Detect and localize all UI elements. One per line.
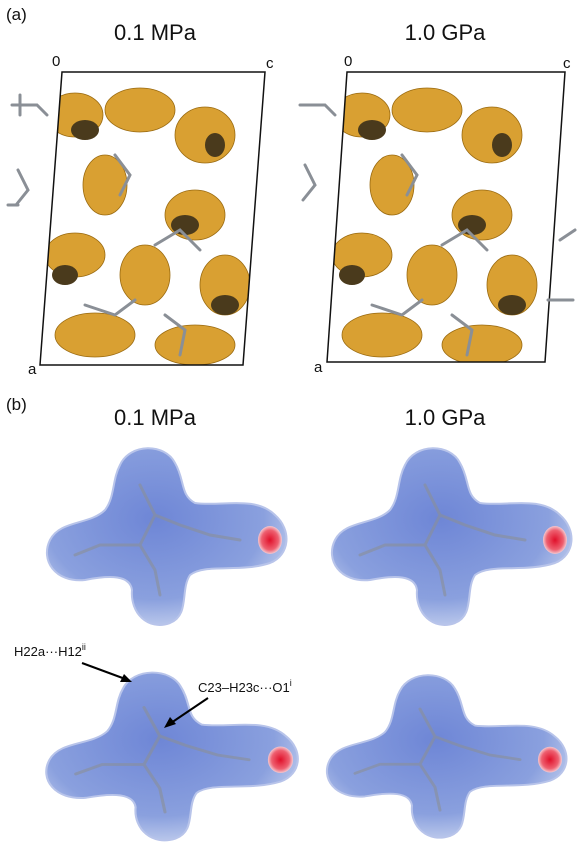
axis-label: 0 bbox=[344, 53, 352, 70]
annotation-text: C23–H23c···O1 bbox=[198, 680, 290, 695]
axis-label: c bbox=[563, 55, 571, 72]
hirshfeld-surface bbox=[332, 448, 572, 625]
axis-label: 0 bbox=[52, 53, 60, 70]
arrow bbox=[82, 663, 128, 680]
annotation-superscript: ii bbox=[82, 642, 86, 652]
figure: (a) 0.1 MPa 1.0 GPa 0 c a 0 c a (b) 0.1 … bbox=[0, 0, 579, 855]
panel-label: (b) bbox=[6, 395, 27, 414]
axis-label: a bbox=[314, 359, 323, 376]
annotation: H22a···H12ii bbox=[14, 642, 86, 659]
unit-cell bbox=[8, 72, 265, 365]
column-title: 1.0 GPa bbox=[405, 405, 486, 430]
hirshfeld-surface bbox=[327, 675, 567, 838]
hirshfeld-surface bbox=[46, 673, 298, 841]
panel-label: (a) bbox=[6, 5, 27, 24]
axis-label: a bbox=[28, 361, 37, 378]
annotation: C23–H23c···O1i bbox=[198, 678, 292, 695]
page: (a) 0.1 MPa 1.0 GPa 0 c a 0 c a (b) 0.1 … bbox=[0, 0, 579, 855]
column-title: 1.0 GPa bbox=[405, 20, 486, 45]
annotation-superscript: i bbox=[290, 678, 292, 688]
hirshfeld-surface bbox=[47, 448, 287, 625]
column-title: 0.1 MPa bbox=[114, 20, 197, 45]
column-title: 0.1 MPa bbox=[114, 405, 197, 430]
annotation-text: H22a···H12 bbox=[14, 644, 82, 659]
axis-label: c bbox=[266, 55, 274, 72]
unit-cell bbox=[300, 72, 575, 365]
